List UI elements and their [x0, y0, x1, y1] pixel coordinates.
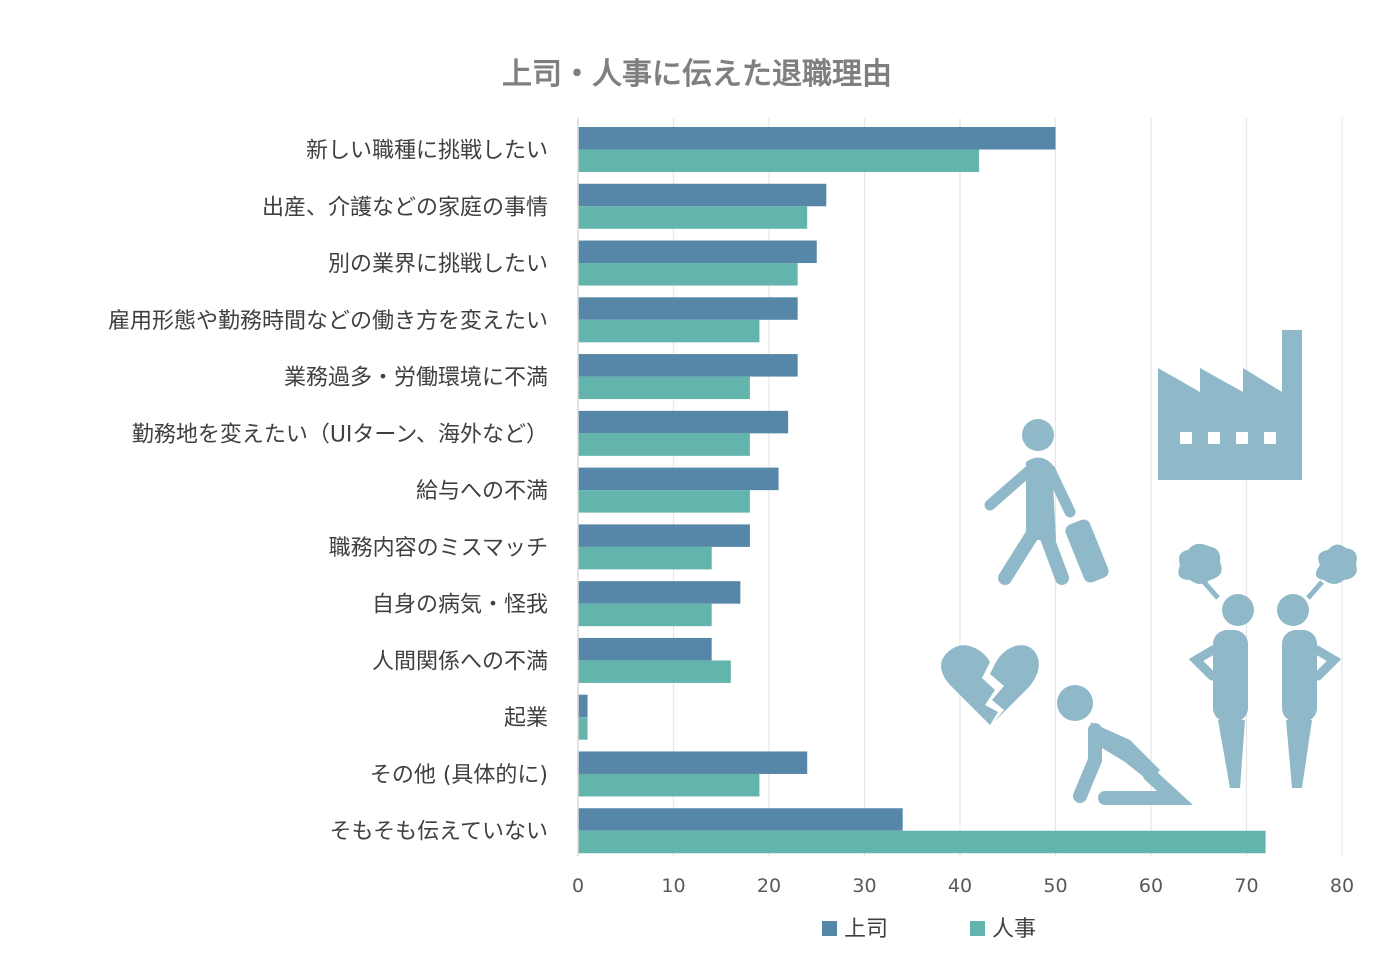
legend-label-0: 上司: [844, 917, 888, 942]
bar-上司-5: [578, 410, 789, 434]
decorative-illustrations: [941, 330, 1357, 805]
legend-swatch-0: [822, 921, 837, 936]
bar-人事-11: [578, 773, 760, 797]
category-label: その他 (具体的に): [370, 763, 548, 788]
bar-人事-4: [578, 376, 750, 400]
bar-上司-11: [578, 751, 808, 774]
arguing-people-icon: [1178, 543, 1357, 788]
x-tick-label: 70: [1234, 875, 1258, 897]
category-label: 新しい職種に挑戦したい: [306, 139, 548, 164]
bar-人事-10: [578, 717, 588, 740]
bar-人事-7: [578, 546, 712, 570]
x-tick-label: 20: [757, 875, 781, 897]
category-label: 自身の病気・怪我: [372, 593, 548, 618]
category-label: 起業: [504, 706, 548, 731]
bar-人事-6: [578, 490, 750, 513]
bar-上司-2: [578, 240, 817, 264]
category-labels: 新しい職種に挑戦したい出産、介護などの家庭の事情別の業界に挑戦したい雇用形態や勤…: [108, 139, 548, 845]
bar-上司-4: [578, 354, 798, 377]
bar-marks: [578, 127, 1266, 854]
bar-人事-2: [578, 263, 798, 286]
broken-heart-icon: [941, 645, 1039, 725]
bar-人事-0: [578, 149, 980, 172]
bar-人事-5: [578, 433, 750, 456]
bar-上司-6: [578, 467, 779, 491]
bar-人事-1: [578, 206, 808, 229]
bar-上司-3: [578, 297, 798, 320]
bar-上司-1: [578, 183, 827, 207]
legend: 上司 人事: [822, 917, 1036, 942]
x-tick-label: 30: [852, 875, 876, 897]
walking-traveler-icon: [984, 419, 1109, 585]
x-tick-label: 0: [572, 875, 584, 897]
x-tick-label: 80: [1330, 875, 1354, 897]
bar-人事-3: [578, 319, 760, 343]
category-label: 人間関係への不満: [372, 649, 548, 674]
category-label: 給与への不満: [416, 479, 548, 504]
chart-title: 上司・人事に伝えた退職理由: [502, 57, 892, 92]
bar-上司-8: [578, 581, 741, 604]
x-axis-ticks: 0 10 20 30 40 50 60 70 80: [572, 875, 1354, 897]
legend-swatch-1: [970, 921, 985, 936]
category-label: 業務過多・労働環境に不満: [284, 366, 548, 391]
category-label: 雇用形態や勤務時間などの働き方を変えたい: [108, 309, 548, 334]
bar-人事-12: [578, 830, 1266, 854]
category-label: そもそも伝えていない: [330, 820, 548, 845]
category-label: 職務内容のミスマッチ: [329, 536, 548, 561]
x-tick-label: 40: [948, 875, 972, 897]
x-tick-label: 60: [1139, 875, 1163, 897]
bar-上司-9: [578, 637, 712, 661]
x-tick-label: 50: [1043, 875, 1067, 897]
bar-人事-8: [578, 603, 712, 627]
bar-上司-7: [578, 524, 750, 547]
category-label: 出産、介護などの家庭の事情: [262, 195, 548, 220]
category-label: 勤務地を変えたい（UIターン、海外など）: [132, 422, 548, 447]
factory-icon: [1158, 330, 1302, 480]
category-label: 別の業界に挑戦したい: [328, 252, 548, 277]
bar-上司-10: [578, 694, 588, 718]
bar-上司-0: [578, 127, 1056, 150]
legend-label-1: 人事: [992, 917, 1036, 942]
kneeling-person-icon: [1057, 685, 1193, 805]
bar-上司-12: [578, 808, 903, 831]
bar-人事-9: [578, 660, 731, 683]
x-tick-label: 10: [661, 875, 685, 897]
